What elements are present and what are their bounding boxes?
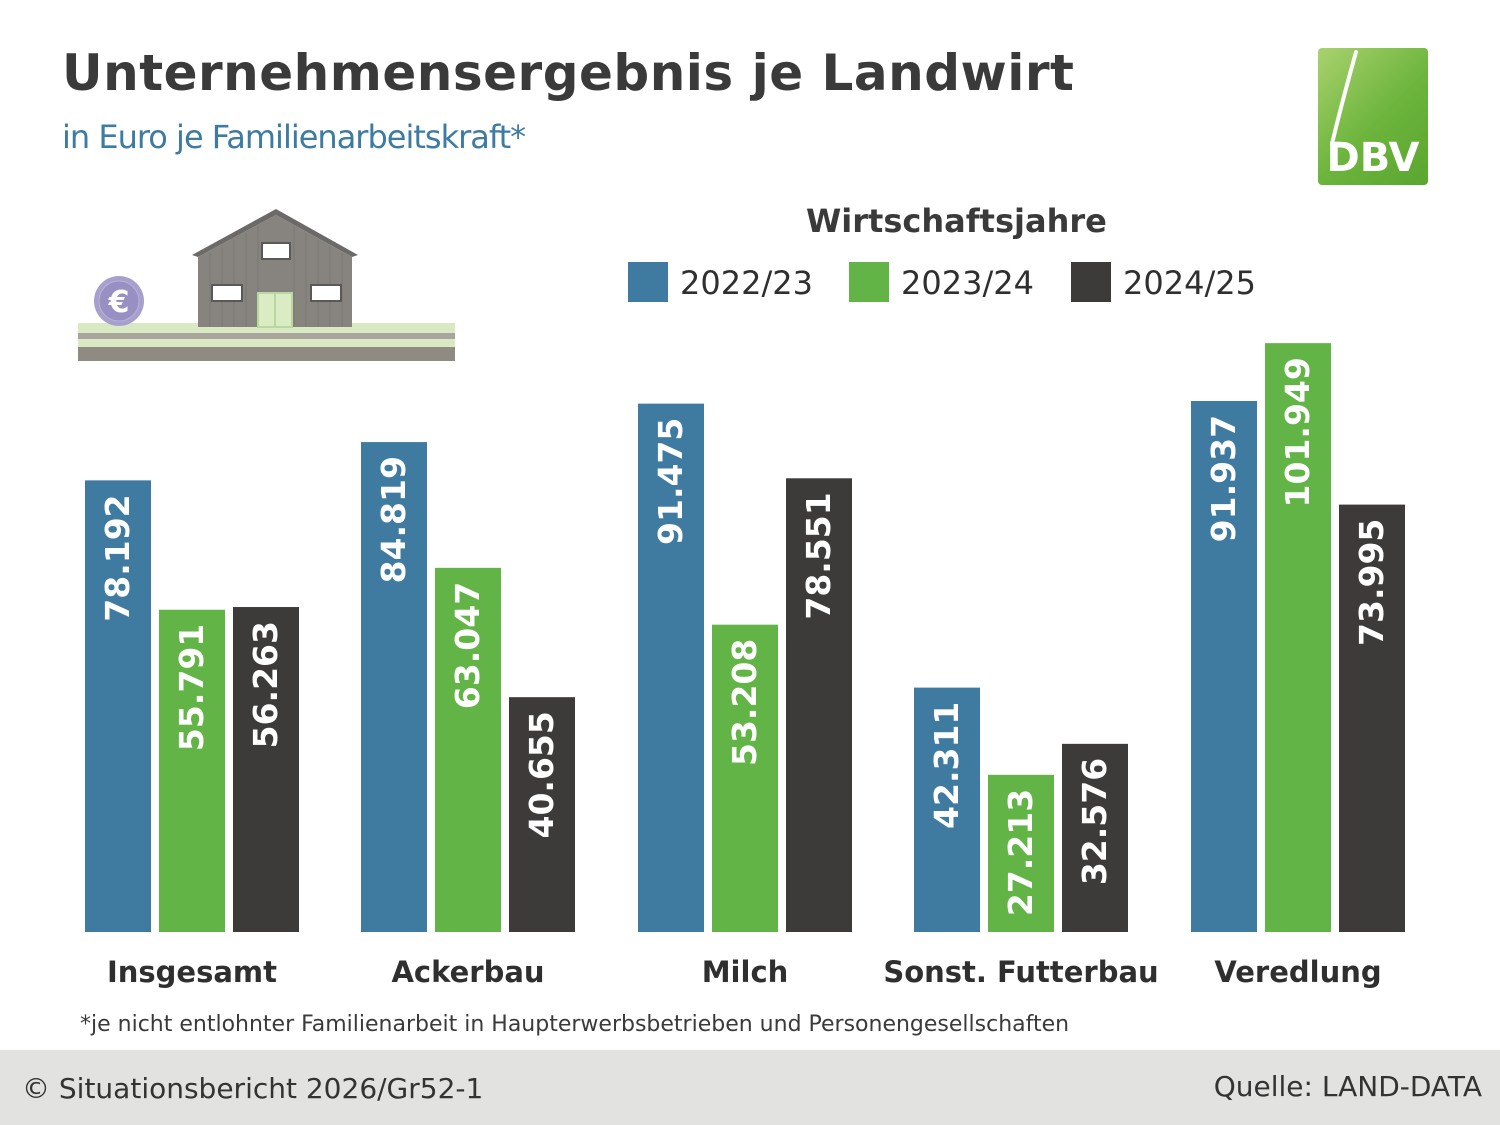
euro-coin-icon: €: [108, 285, 130, 320]
chart-subtitle: in Euro je Familienarbeitskraft*: [62, 118, 526, 156]
category-label-milch: Milch: [702, 955, 789, 989]
bar-value-label-sonst-futterbau-2023-24: 27.213: [1001, 789, 1040, 916]
bar-insgesamt-2024-25: [233, 607, 299, 932]
bar-veredlung-2024-25: [1339, 504, 1405, 932]
bar-value-label-insgesamt-2024-25: 56.263: [246, 621, 285, 748]
bar-value-label-milch-2023-24: 53.208: [725, 639, 764, 766]
bar-value-label-veredlung-2024-25: 73.995: [1352, 519, 1391, 646]
bar-milch-2022-23: [638, 403, 704, 933]
bar-ackerbau-2022-23: [361, 442, 427, 932]
farm-illustration: €: [78, 205, 458, 369]
bar-ackerbau-2024-25: [509, 697, 575, 932]
bar-value-label-sonst-futterbau-2022-23: 42.311: [927, 702, 966, 829]
legend-title: Wirtschaftsjahre: [806, 202, 1107, 240]
legend-swatch-2022-23: [628, 262, 668, 302]
bar-milch-2024-25: [786, 478, 852, 932]
bar-value-label-ackerbau-2024-25: 40.655: [522, 711, 561, 838]
bar-value-label-ackerbau-2022-23: 84.819: [374, 456, 413, 583]
bar-value-label-veredlung-2022-23: 91.937: [1204, 415, 1243, 542]
bar-veredlung-2022-23: [1191, 400, 1257, 932]
dbv-logo: DBV: [1318, 48, 1428, 185]
bar-value-label-insgesamt-2023-24: 55.791: [172, 624, 211, 751]
bar-milch-2023-24: [712, 624, 778, 932]
bar-chart: 78.192 55.791 56.263 Insgesamt 84.819 63.047 4…: [85, 343, 1405, 989]
legend-label-2023-24: 2023/24: [901, 264, 1034, 302]
category-label-insgesamt: Insgesamt: [107, 955, 277, 989]
category-label-sonst-futterbau: Sonst. Futterbau: [883, 955, 1158, 989]
chart-title: Unternehmensergebnis je Landwirt: [62, 44, 1075, 102]
legend-label-2024-25: 2024/25: [1123, 264, 1256, 302]
bar-value-label-sonst-futterbau-2024-25: 32.576: [1075, 758, 1114, 885]
footnote: *je nicht entlohnter Familienarbeit in H…: [80, 1012, 1070, 1037]
bar-value-label-veredlung-2023-24: 101.949: [1278, 357, 1317, 507]
bar-value-label-ackerbau-2023-24: 63.047: [448, 582, 487, 709]
bar-sonst-futterbau-2024-25: [1062, 743, 1128, 932]
footer-bar: © Situationsbericht 2026/Gr52-1 Quelle: …: [0, 1050, 1500, 1125]
bar-ackerbau-2023-24: [435, 567, 501, 932]
category-label-ackerbau: Ackerbau: [391, 955, 544, 989]
bar-veredlung-2023-24: [1265, 343, 1331, 932]
logo-text: DBV: [1326, 135, 1420, 181]
bar-sonst-futterbau-2022-23: [914, 687, 980, 932]
logo-leaf-icon: [1330, 50, 1358, 146]
category-label-veredlung: Veredlung: [1214, 955, 1381, 989]
bar-insgesamt-2023-24: [159, 609, 225, 932]
footer-source: Quelle: LAND-DATA: [1213, 1070, 1482, 1103]
bar-value-label-insgesamt-2022-23: 78.192: [98, 494, 137, 621]
legend-swatch-2024-25: [1071, 262, 1111, 302]
footer-copyright: © Situationsbericht 2026/Gr52-1: [22, 1072, 484, 1105]
bar-insgesamt-2022-23: [85, 480, 151, 932]
legend-label-2022-23: 2022/23: [680, 264, 813, 302]
bar-value-label-milch-2022-23: 91.475: [651, 418, 690, 545]
bar-value-label-milch-2024-25: 78.551: [799, 492, 838, 619]
legend-swatch-2023-24: [849, 262, 889, 302]
bar-sonst-futterbau-2023-24: [988, 774, 1054, 932]
